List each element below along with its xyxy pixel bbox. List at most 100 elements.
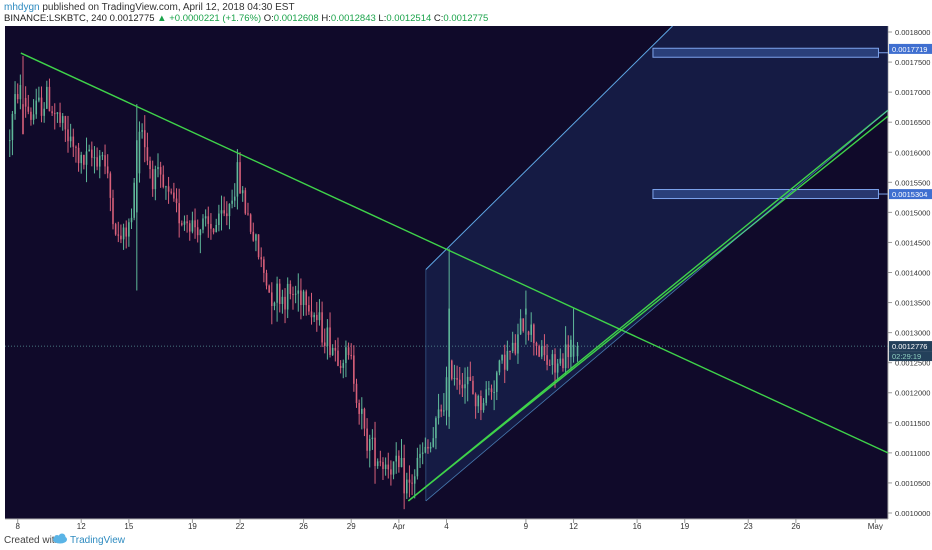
candle-body xyxy=(286,283,289,310)
candle-body xyxy=(464,384,466,389)
candle-body xyxy=(321,312,323,343)
candle-body xyxy=(228,203,231,217)
y-tick-label: 0.0014000 xyxy=(895,269,930,278)
candle-body xyxy=(273,302,276,307)
candle-body xyxy=(495,372,498,392)
candle-body xyxy=(329,327,331,355)
x-tick-label: 9 xyxy=(524,522,529,530)
candle-body xyxy=(218,213,220,225)
candle-body xyxy=(342,363,345,368)
candle-body xyxy=(527,331,530,335)
candle-body xyxy=(88,149,90,152)
candle-body xyxy=(141,130,143,132)
candle-body xyxy=(477,395,480,407)
y-tick-label: 0.0010000 xyxy=(895,509,930,518)
candle-body xyxy=(8,140,11,142)
candle-body xyxy=(61,116,64,123)
candle-body xyxy=(469,376,472,381)
candle-body xyxy=(194,220,196,228)
y-tick-label: 0.0017000 xyxy=(895,88,930,97)
published-text: published on TradingView.com, April 12, … xyxy=(39,2,295,13)
candle-body xyxy=(202,218,204,230)
x-tick-label: 8 xyxy=(15,522,20,530)
candle-body xyxy=(525,308,527,315)
target-box-2 xyxy=(652,189,879,200)
candle-body xyxy=(27,106,30,112)
symbol-name: BINANCE:LSKBTC, 240 xyxy=(4,13,107,24)
candle-body xyxy=(170,191,173,193)
candle-body xyxy=(207,216,210,224)
author-username[interactable]: mhdygn xyxy=(4,2,40,13)
candle-body xyxy=(43,108,45,116)
candle-body xyxy=(474,394,477,407)
candle-body xyxy=(181,223,183,225)
candle-body xyxy=(162,174,165,188)
candle-body xyxy=(363,408,366,429)
candle-body xyxy=(16,94,19,100)
candle-body xyxy=(371,437,374,440)
candle-body xyxy=(40,97,43,116)
price-axis-background xyxy=(888,26,932,530)
candle-body xyxy=(257,234,260,258)
candle-body xyxy=(188,223,191,232)
candle-body xyxy=(511,342,514,352)
candle-body xyxy=(337,350,339,366)
candle-body xyxy=(562,358,564,369)
candle-body xyxy=(231,200,233,204)
price-chart[interactable]: 0.0018000 0.0017500 0.0017000 0.0016500 0.00… xyxy=(0,25,932,531)
candle-body xyxy=(347,347,350,356)
candle-body xyxy=(308,305,310,312)
candle-body xyxy=(387,464,390,470)
candle-body xyxy=(429,446,432,449)
x-tick-label: 4 xyxy=(444,522,449,530)
candle-body xyxy=(268,285,270,293)
tradingview-logo-icon[interactable] xyxy=(52,533,68,545)
candle-body xyxy=(56,112,59,114)
candle-body xyxy=(77,147,80,164)
candle-body xyxy=(252,231,255,241)
candle-body xyxy=(281,296,284,304)
candle-body xyxy=(519,318,522,335)
candle-body xyxy=(154,169,157,190)
candle-body xyxy=(247,213,249,215)
price-label-bg xyxy=(889,341,932,352)
candle-body xyxy=(559,358,562,364)
candle-body xyxy=(104,155,106,167)
candle-body xyxy=(239,162,241,194)
candle-body xyxy=(564,344,567,369)
descending-trendline xyxy=(20,52,889,454)
y-tick-label: 0.0013500 xyxy=(895,299,930,308)
candle-body xyxy=(503,354,506,370)
candle-body xyxy=(384,464,387,470)
candle-body xyxy=(59,112,61,123)
candle-body xyxy=(461,384,464,389)
candle-body xyxy=(554,354,556,373)
candle-body xyxy=(572,344,575,357)
x-tick-label: May xyxy=(868,522,883,530)
candle-body xyxy=(331,347,334,355)
candle-body xyxy=(453,378,456,380)
candle-body xyxy=(67,129,69,142)
candle-body xyxy=(440,409,443,412)
candle-body xyxy=(22,104,24,135)
candle-body xyxy=(450,360,453,379)
y-tick-label: 0.0012000 xyxy=(895,389,930,398)
x-tick-label: 19 xyxy=(188,522,197,530)
candle-body xyxy=(143,130,146,148)
candle-body xyxy=(278,283,281,304)
candle-body xyxy=(517,334,519,354)
chart-area[interactable]: 0.0018000 0.0017500 0.0017000 0.0016500 0.00… xyxy=(0,25,932,531)
candle-body xyxy=(355,383,358,403)
candle-body xyxy=(241,190,244,194)
candle-body xyxy=(448,308,450,417)
y-tick-label: 0.0010500 xyxy=(895,479,930,488)
candle-body xyxy=(458,379,461,385)
tradingview-brand[interactable]: TradingView xyxy=(70,535,126,546)
symbol-info-line: BINANCE:LSKBTC, 240 0.0012775 ▲ +0.00002… xyxy=(4,13,488,24)
time-axis-background xyxy=(0,519,932,530)
candle-body xyxy=(46,86,48,109)
candle-body xyxy=(310,311,313,318)
y-tick-label: 0.0016500 xyxy=(895,118,930,127)
candle-body xyxy=(175,198,178,204)
candle-body xyxy=(482,402,485,411)
